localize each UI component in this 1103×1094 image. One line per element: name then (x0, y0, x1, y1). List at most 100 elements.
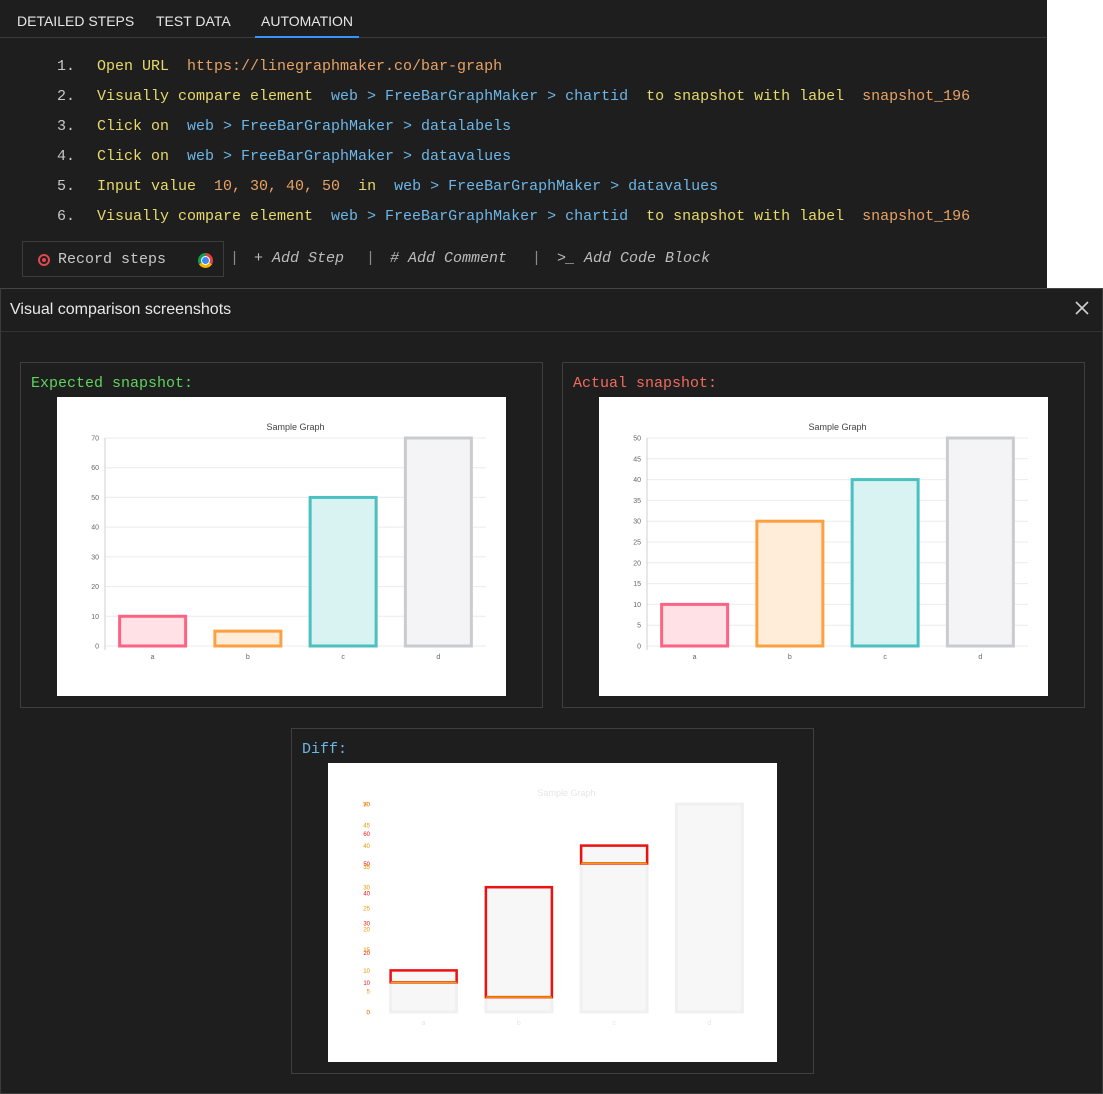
expected-snapshot-panel: Expected snapshot: Sample Graph 0 10 20 30 40… (20, 362, 543, 708)
actual-snapshot-image: Sample Graph 0 5 10 15 20 25 30 35 40 45 50 a b c d (599, 397, 1048, 696)
step-row[interactable]: 1. Open URL https://linegraphmaker.co/bar… (0, 52, 1047, 82)
y-tick-label: 0 (95, 644, 99, 651)
step-number: 4. (57, 148, 76, 165)
step-row[interactable]: 2. Visually compare element web > FreeBar… (0, 82, 1047, 112)
diff-tick-label: 50 (363, 862, 370, 868)
x-tick-label: c (612, 1020, 616, 1027)
actual-snapshot-panel: Actual snapshot: Sample Graph 0 5 10 15 20 25 3… (562, 362, 1085, 708)
y-tick-label: 70 (91, 436, 99, 443)
x-tick-label: c (883, 654, 887, 661)
step-text: Visually compare element web > FreeBarGr… (97, 202, 970, 232)
diff-tick-label: 35 (363, 865, 370, 871)
step-text: Visually compare element web > FreeBarGr… (97, 82, 970, 112)
y-tick-label: 40 (91, 525, 99, 532)
record-steps-button[interactable]: Record steps (22, 241, 224, 277)
y-tick-label: 35 (362, 864, 370, 871)
step-number: 5. (57, 178, 76, 195)
x-tick-label: d (978, 654, 982, 661)
y-tick-label: 45 (362, 822, 370, 829)
element-path[interactable]: web > FreeBarGraphMaker > chartid (331, 208, 629, 225)
tab-detailed-steps[interactable]: DETAILED STEPS (17, 13, 135, 29)
step-keyword: Visually compare element (97, 88, 332, 105)
step-text: Input value 10, 30, 40, 50 in web > Free… (97, 172, 718, 202)
chart-title: Sample Graph (808, 422, 866, 432)
toolbar-separator: | (532, 250, 542, 267)
y-tick-label: 60 (91, 465, 99, 472)
chart-title: Sample Graph (537, 788, 595, 798)
y-tick-label: 5 (637, 623, 641, 630)
bar-c (308, 495, 378, 648)
step-value: snapshot_196 (862, 88, 971, 105)
step-keyword: to snapshot with label (628, 88, 863, 105)
diff-tick-label: 10 (363, 969, 370, 975)
y-tick-label: 30 (91, 554, 99, 561)
tab-test-data[interactable]: TEST DATA (156, 13, 231, 29)
step-keyword: Input value (97, 178, 215, 195)
step-keyword: Visually compare element (97, 208, 332, 225)
step-value: 10, 30, 40, 50 (214, 178, 341, 195)
diff-tick-label: 70 (363, 803, 370, 809)
step-number: 2. (57, 88, 76, 105)
y-tick-label: 15 (362, 947, 370, 954)
element-path[interactable]: web > FreeBarGraphMaker > datavalues (394, 178, 719, 195)
y-tick-label: 0 (637, 644, 641, 651)
x-tick-label: b (788, 654, 792, 661)
step-row[interactable]: 5. Input value 10, 30, 40, 50 in web > Fr… (0, 172, 1047, 202)
bar-a (660, 602, 730, 648)
tab-bar: DETAILED STEPS TEST DATA AUTOMATION (0, 0, 1047, 38)
expected-snapshot-image: Sample Graph 0 10 20 30 40 50 60 70 a b c d (57, 397, 506, 696)
bar-b (755, 519, 825, 648)
add-code-block-button[interactable]: >_ Add Code Block (557, 250, 711, 267)
bar-a (389, 968, 459, 1014)
add-comment-button[interactable]: # Add Comment (390, 250, 508, 267)
step-number: 6. (57, 208, 76, 225)
diff-tick-label: 25 (363, 907, 370, 913)
y-tick-label: 10 (91, 614, 99, 621)
step-value: https://linegraphmaker.co/bar-graph (187, 58, 503, 75)
y-tick-label: 20 (633, 560, 641, 567)
diff-tick-label: 0 (367, 1011, 371, 1017)
y-tick-label: 20 (91, 584, 99, 591)
y-tick-label: 45 (633, 456, 641, 463)
actual-bar-chart: Sample Graph 0 5 10 15 20 25 30 35 40 45 50 a b c d (633, 422, 1028, 661)
automation-editor: DETAILED STEPS TEST DATA AUTOMATION 1. Op… (0, 0, 1047, 292)
step-keyword: to snapshot with label (628, 208, 863, 225)
element-path[interactable]: web > FreeBarGraphMaker > datalabels (187, 118, 512, 135)
y-tick-label: 30 (633, 519, 641, 526)
step-text: Open URL https://linegraphmaker.co/bar-g… (97, 52, 502, 82)
add-step-button[interactable]: + Add Step (254, 250, 345, 267)
step-row[interactable]: 6. Visually compare element web > FreeBar… (0, 202, 1047, 232)
diff-label: Diff: (302, 741, 348, 758)
y-tick-label: 50 (633, 436, 641, 443)
element-path[interactable]: web > FreeBarGraphMaker > datavalues (187, 148, 512, 165)
bar-d (403, 436, 473, 648)
element-path[interactable]: web > FreeBarGraphMaker > chartid (331, 88, 629, 105)
x-tick-label: a (422, 1020, 426, 1027)
y-tick-label: 25 (362, 906, 370, 913)
diff-tick-label: 30 (363, 921, 370, 927)
diff-tick-label: 50 (363, 803, 370, 809)
bar-d (945, 436, 1015, 648)
close-icon[interactable] (1073, 299, 1091, 317)
step-row[interactable]: 4. Click on web > FreeBarGraphMaker > dat… (0, 142, 1047, 172)
diff-tick-label: 30 (363, 886, 370, 892)
y-tick-label: 50 (362, 802, 370, 809)
record-steps-label: Record steps (58, 251, 167, 268)
step-keyword: Click on (97, 118, 188, 135)
y-tick-label: 10 (362, 968, 370, 975)
actual-snapshot-label: Actual snapshot: (573, 375, 718, 392)
step-row[interactable]: 3. Click on web > FreeBarGraphMaker > dat… (0, 112, 1047, 142)
y-tick-label: 40 (633, 477, 641, 484)
chrome-browser-icon[interactable] (198, 253, 213, 268)
y-tick-label: 20 (362, 926, 370, 933)
step-text: Click on web > FreeBarGraphMaker > datal… (97, 112, 511, 142)
diff-panel: Diff: Sample Graph 0 5 10 15 20 25 30 35 40 45 50 a b… (291, 728, 814, 1074)
tab-automation[interactable]: AUTOMATION (255, 0, 360, 38)
bar-b (484, 885, 554, 1014)
step-text: Click on web > FreeBarGraphMaker > datav… (97, 142, 511, 172)
diff-tick-label: 20 (363, 951, 370, 957)
step-number: 3. (57, 118, 76, 135)
record-icon (38, 254, 50, 266)
y-tick-label: 15 (633, 581, 641, 588)
x-tick-label: b (517, 1020, 521, 1027)
